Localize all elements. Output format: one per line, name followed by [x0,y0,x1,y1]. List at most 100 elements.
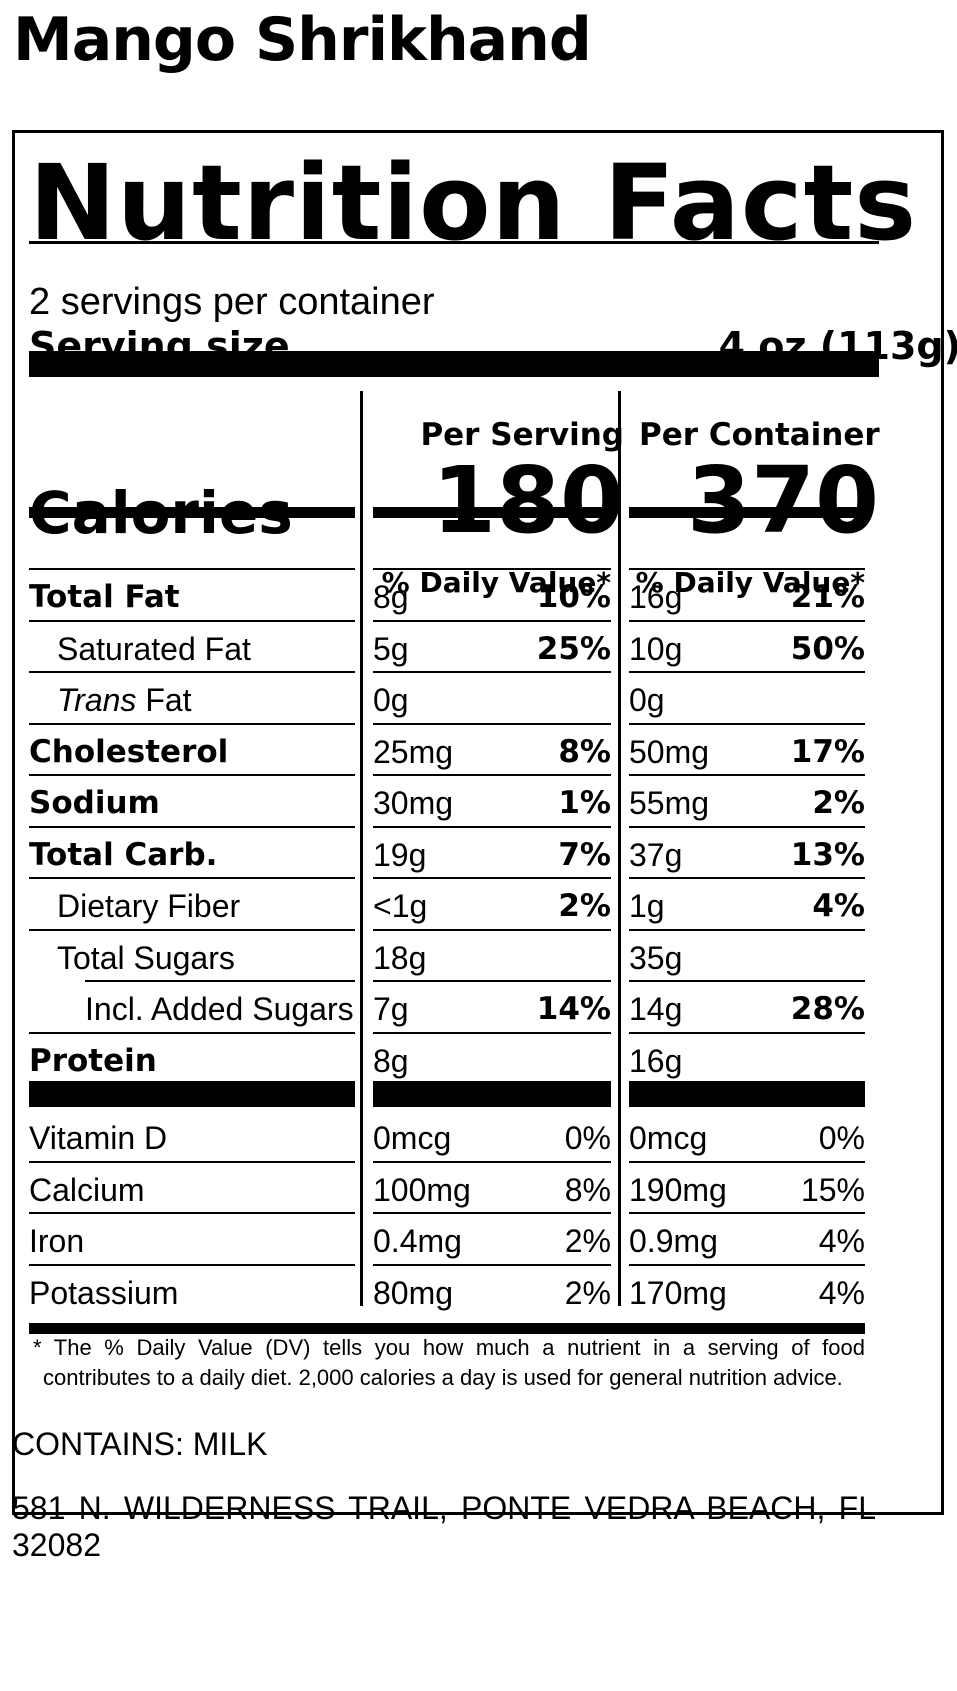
nutrient-name: Incl. Added Sugars [85,982,354,1037]
servings-per-container: 2 servings per container [29,281,435,323]
nutrient-s-pct: 25% [536,630,611,667]
vitamin-c-pct: 15% [800,1171,865,1208]
vitamin-name-text: Vitamin D [29,1120,168,1156]
vitamin-c-amt: 190mg [629,1171,727,1208]
calories-rule-name [29,507,355,518]
nutrient-s-pct: 7% [558,836,611,873]
row-rule [373,774,611,776]
nutrient-c-pct: 28% [790,991,865,1027]
row-rule [29,1160,355,1163]
vitamin-name: Potassium [29,1266,178,1321]
row-rule [373,1212,611,1214]
vitamin-name-text: Calcium [29,1171,145,1208]
vitamin-s-pct: 2% [564,1223,611,1259]
nutrient-name: Trans Fat [57,673,192,728]
nutrient-s-amt: 5g [373,630,409,667]
row-rule [373,1263,611,1266]
nutrient-c-amt: 1g [629,888,665,924]
nutrient-c-pct: 17% [790,733,865,770]
nutrient-name-text: Saturated Fat [57,630,251,667]
nutrient-s-amt: 19g [373,836,427,873]
nutrient-s-pct: 8% [558,733,611,770]
vitamin-s-amt: 0.4mg [373,1223,462,1259]
nutrient-s-amt: <1g [373,888,428,924]
nutrient-row: Protein 8g 16g [29,1034,957,1089]
nutrient-c-amt: 37g [629,836,683,873]
nutrient-c-amt: 16g [629,579,683,615]
row-rule [629,1263,865,1266]
vitamin-name-text: Potassium [29,1274,179,1311]
nutrient-name-text: Fat [145,682,192,718]
vitamin-name-text: Iron [29,1223,85,1259]
heading-rule [29,241,879,244]
nutrient-name: Saturated Fat [57,622,251,677]
column-divider-1 [360,391,363,1306]
nutrient-row: Sodium 30mg 1% 55mg 2% [29,776,957,831]
nutrient-row: Trans Fat 0g 0g [29,673,957,728]
row-rule [373,1160,611,1163]
row-rule [373,722,611,725]
nutrient-c-amt: 55mg [629,785,710,821]
nutrient-name-text: Total Sugars [57,939,235,976]
vitamin-c-pct: 4% [818,1274,865,1311]
nutrient-name: Sodium [29,776,160,831]
row-rule [29,877,355,879]
per-serving-header: Per Serving [420,417,624,453]
nutrient-name: Total Sugars [57,931,235,986]
nutrient-c-pct: 4% [812,888,865,924]
row-rule [373,980,611,982]
vitamin-row: Vitamin D 0mcg 0% 0mcg 0% [29,1111,957,1166]
nutrient-s-pct: 14% [536,991,611,1027]
row-rule [29,825,355,828]
row-rule [373,825,611,828]
row-rule [629,1212,865,1214]
row-rule [629,1031,865,1034]
vitamin-c-amt: 0.9mg [629,1223,718,1259]
nutrition-facts-heading: Nutrition Facts [29,142,918,264]
vitamin-name: Iron [29,1214,84,1269]
nutrient-c-amt: 0g [629,682,665,718]
nutrient-row: Cholesterol 25mg 8% 50mg 17% [29,725,957,780]
nutrient-name: Total Fat [29,570,180,625]
nutrient-s-amt: 7g [373,991,409,1027]
row-rule [29,671,355,673]
nutrient-name-text: Dietary Fiber [57,888,241,924]
nutrient-name-text: Incl. Added Sugars [85,991,354,1027]
calories-rule-container [629,507,865,518]
vitamin-c-pct: 0% [818,1120,865,1156]
row-rule [373,877,611,879]
calories-per-container: 370 [686,447,879,554]
nutrient-name: Protein [29,1034,157,1089]
row-rule [29,928,355,931]
row-rule [29,1031,355,1034]
row-rule [629,825,865,828]
vitamin-c-pct: 4% [818,1223,865,1259]
row-rule [629,774,865,776]
nutrient-c-amt: 50mg [629,733,710,770]
row-rule [373,619,611,622]
row-rule [629,877,865,879]
nutrient-s-amt: 30mg [373,785,454,821]
nutrient-c-amt: 16g [629,1042,683,1079]
row-rule [85,980,355,982]
row-rule [373,568,611,570]
vitamin-row: Potassium 80mg 2% 170mg 4% [29,1266,957,1321]
footnote: * The % Daily Value (DV) tells you how m… [29,1333,865,1393]
vitamin-name: Vitamin D [29,1111,167,1166]
nutrient-c-amt: 35g [629,939,683,976]
row-rule [29,722,355,725]
vitamin-name: Calcium [29,1163,145,1218]
vitamin-thick-rule [29,1081,355,1107]
row-rule [629,1160,865,1163]
row-rule [29,1263,355,1266]
vitamin-s-pct: 8% [564,1171,611,1208]
vitamin-c-amt: 0mcg [629,1120,708,1156]
nutrient-row: Saturated Fat 5g 25% 10g 50% [29,622,957,677]
footnote-line-1: * The % Daily Value (DV) tells you how m… [33,1335,865,1360]
vitamin-row: Iron 0.4mg 2% 0.9mg 4% [29,1214,957,1269]
nutrient-name: Total Carb. [29,828,217,883]
nutrient-s-amt: 8g [373,1042,409,1079]
address-line-2: 32082 [12,1527,101,1563]
nutrient-name-text: Total Carb. [29,836,218,873]
nutrient-name: Dietary Fiber [57,879,240,934]
